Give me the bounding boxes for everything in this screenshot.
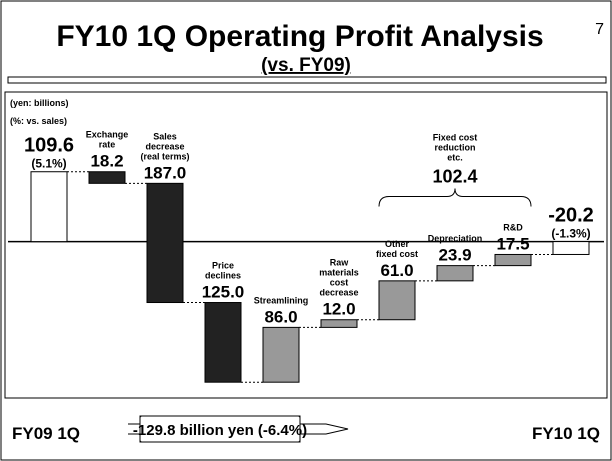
category-label: Depreciation	[428, 234, 483, 244]
subtitle: (vs. FY09)	[261, 55, 351, 76]
unit-label: (%: vs. sales)	[10, 116, 67, 126]
pct-label: (-1.3%)	[551, 227, 590, 241]
bar	[30, 171, 68, 243]
bar	[204, 302, 242, 383]
category-label: Other fixed cost	[376, 239, 418, 259]
footer-from: FY09 1Q	[12, 424, 80, 443]
value-label: 125.0	[202, 283, 245, 302]
bar	[262, 326, 300, 383]
value-label: -20.2	[548, 205, 594, 227]
page-number: 7	[595, 21, 604, 38]
value-label: 17.5	[496, 234, 529, 253]
chart-frame	[4, 91, 608, 399]
footer-box	[139, 415, 301, 443]
unit-label: (yen: billions)	[10, 98, 69, 108]
footer-to: FY10 1Q	[532, 424, 600, 443]
group-value: 102.4	[432, 166, 477, 186]
title: FY10 1Q Operating Profit Analysis	[56, 20, 543, 53]
bar	[88, 171, 126, 184]
pct-label: (5.1%)	[31, 157, 66, 171]
category-label: R&D	[503, 222, 523, 232]
category-label: Streamlining	[254, 295, 309, 305]
category-label: Sales decrease (real terms)	[140, 131, 189, 161]
title-rule	[7, 76, 607, 84]
bar	[378, 280, 416, 321]
footer-change: -129.8 billion yen (-6.4%)	[133, 422, 307, 439]
bar	[494, 253, 532, 267]
category-label: Raw materials cost decrease	[319, 258, 359, 298]
footer-arrow-right	[300, 423, 349, 435]
bar	[320, 319, 358, 328]
category-label: Exchange rate	[86, 130, 129, 150]
bar	[552, 241, 590, 255]
category-label: Price declines	[205, 261, 241, 281]
value-label: 18.2	[90, 152, 123, 171]
bar	[436, 265, 474, 282]
value-label: 86.0	[264, 307, 297, 326]
value-label: 61.0	[380, 261, 413, 280]
value-label: 23.9	[438, 246, 471, 265]
value-label: 187.0	[144, 163, 187, 182]
value-label: 109.6	[24, 135, 74, 157]
bar	[146, 182, 184, 304]
value-label: 12.0	[322, 300, 355, 319]
group-label: Fixed cost reduction etc.	[433, 132, 478, 162]
